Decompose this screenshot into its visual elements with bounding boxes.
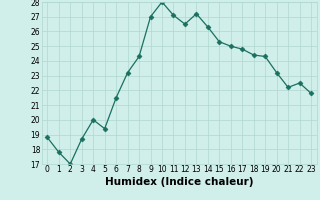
X-axis label: Humidex (Indice chaleur): Humidex (Indice chaleur) <box>105 177 253 187</box>
